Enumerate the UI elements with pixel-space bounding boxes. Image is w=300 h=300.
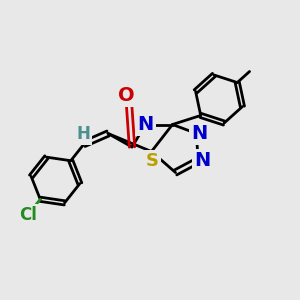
Text: N: N bbox=[194, 151, 211, 170]
Text: H: H bbox=[76, 125, 90, 143]
Text: O: O bbox=[118, 85, 134, 105]
Text: N: N bbox=[191, 124, 208, 143]
Text: N: N bbox=[137, 115, 154, 134]
Text: S: S bbox=[146, 152, 159, 170]
Text: Cl: Cl bbox=[19, 206, 37, 224]
